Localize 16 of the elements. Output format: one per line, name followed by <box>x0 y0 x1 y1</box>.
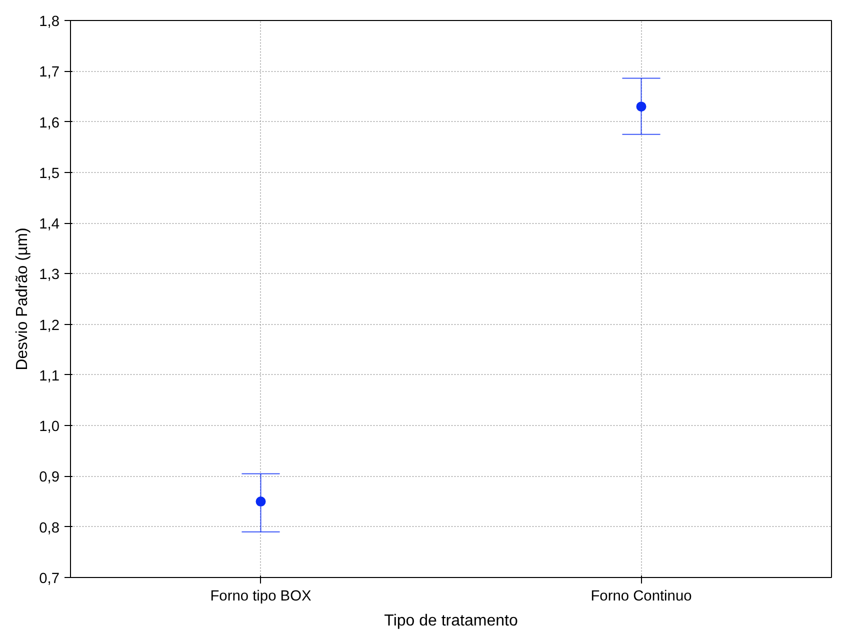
y-tick-label: 1,7 <box>39 64 60 81</box>
y-tick-label: 0,8 <box>39 520 60 536</box>
y-tick-label: 1,2 <box>39 318 60 334</box>
y-tick-label: 1,0 <box>39 419 60 436</box>
x-tick-label: Forno Continuo <box>590 588 692 604</box>
y-tick-label: 0,9 <box>39 470 60 486</box>
x-axis-title: Tipo de tratamento <box>384 612 518 630</box>
y-tick-label: 1,5 <box>39 166 60 182</box>
y-tick-label: 1,3 <box>39 267 60 284</box>
y-tick-label: 1,6 <box>39 115 60 132</box>
y-tick-label: 1,8 <box>39 14 60 30</box>
y-axis-title: Desvio Padrão (µm) <box>14 228 32 370</box>
y-tick-label: 1,4 <box>39 216 60 233</box>
x-tick-label: Forno tipo BOX <box>210 588 312 604</box>
y-tick-label: 0,7 <box>39 571 60 587</box>
y-tick-label: 1,1 <box>39 368 60 384</box>
